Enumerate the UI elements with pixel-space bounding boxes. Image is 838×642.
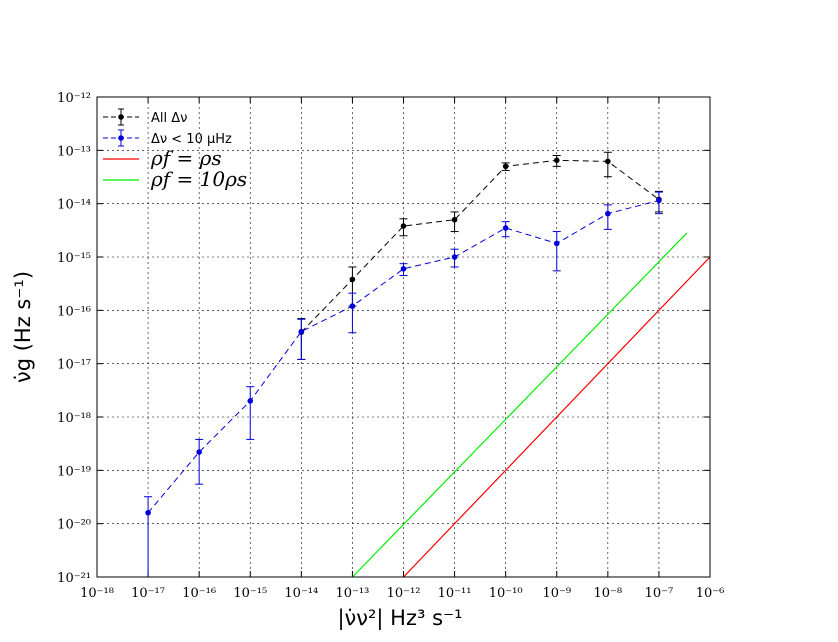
data-point [298,328,305,335]
x-tick-label: 10⁻¹⁸ [80,586,114,601]
y-tick-label: 10⁻¹⁴ [57,198,91,213]
x-tick-label: 10⁻⁸ [594,586,623,601]
y-tick-labels: 10⁻²¹ 10⁻²⁰ 10⁻¹⁹ 10⁻¹⁸ 10⁻¹⁷ 10⁻¹⁶ 10⁻¹⁵ 10⁻¹⁴… [57,91,91,586]
y-tick-label: 10⁻¹² [57,91,91,106]
x-tick-label: 10⁻¹⁴ [284,586,318,601]
legend-item: ρf = ρs [103,146,222,170]
x-tick-label: 10⁻¹⁷ [131,586,165,601]
series-2 [403,256,710,577]
series-group [144,151,710,577]
x-tick-label: 10⁻⁹ [542,586,571,601]
x-tick-label: 10⁻⁷ [645,586,674,601]
series-line [351,232,688,577]
series-line [147,199,660,514]
x-tick-labels: 10⁻¹⁸ 10⁻¹⁷ 10⁻¹⁶ 10⁻¹⁵ 10⁻¹⁴ 10⁻¹³ 10⁻¹² 10⁻¹¹… [80,586,724,601]
x-tick-label: 10⁻¹⁶ [182,586,216,601]
legend-swatch-marker [118,135,124,141]
data-point [502,163,509,170]
y-tick-label: 10⁻¹⁸ [57,411,91,426]
y-tick-label: 10⁻¹⁷ [57,358,91,373]
x-tick-label: 10⁻¹⁰ [489,586,523,601]
legend-item: Δν < 10 μHz [103,129,232,147]
data-point [349,303,356,309]
y-tick-label: 10⁻²⁰ [57,518,91,533]
series-layer [144,151,710,577]
x-tick-label: 10⁻¹¹ [438,586,472,601]
data-point [400,266,407,272]
y-axis-label: ν̇g (Hz s⁻¹) [11,271,35,383]
data-point [553,240,560,247]
data-point [553,157,560,164]
data-point [196,449,202,455]
series-line [300,159,660,333]
data-point [145,509,151,516]
x-axis-label: |ν̇ν²| Hz³ s⁻¹ [337,606,462,631]
series-3 [351,232,688,577]
legend-swatch-marker [118,114,124,120]
plot-frame [96,96,711,578]
data-point [451,216,458,223]
series-line [403,256,710,577]
data-point [247,398,254,404]
x-tick-label: 10⁻⁶ [696,586,725,601]
legend-item: ρf = 10ρs [103,167,247,191]
data-point [502,225,509,231]
y-tick-label: 10⁻¹⁹ [57,464,91,479]
legend-label: Δν < 10 μHz [151,132,232,147]
x-tick-label: 10⁻¹⁵ [233,586,267,601]
legend-label: All Δν [151,111,187,126]
y-tick-label: 10⁻²¹ [57,571,91,586]
x-tick-label: 10⁻¹³ [336,586,370,601]
data-point [605,158,611,165]
data-point [656,197,662,204]
legend-item: All Δν [103,108,187,126]
y-tick-label: 10⁻¹³ [57,144,91,159]
data-point [400,223,407,229]
data-point [605,210,611,217]
y-tick-label: 10⁻¹⁵ [57,251,91,266]
x-tick-label: 10⁻¹² [387,586,421,601]
data-point [349,276,356,283]
series-1 [144,191,663,577]
y-tick-label: 10⁻¹⁶ [57,304,91,319]
legend-label: ρf = ρs [150,146,222,170]
data-point [451,254,458,260]
legend-label: ρf = 10ρs [150,167,247,191]
